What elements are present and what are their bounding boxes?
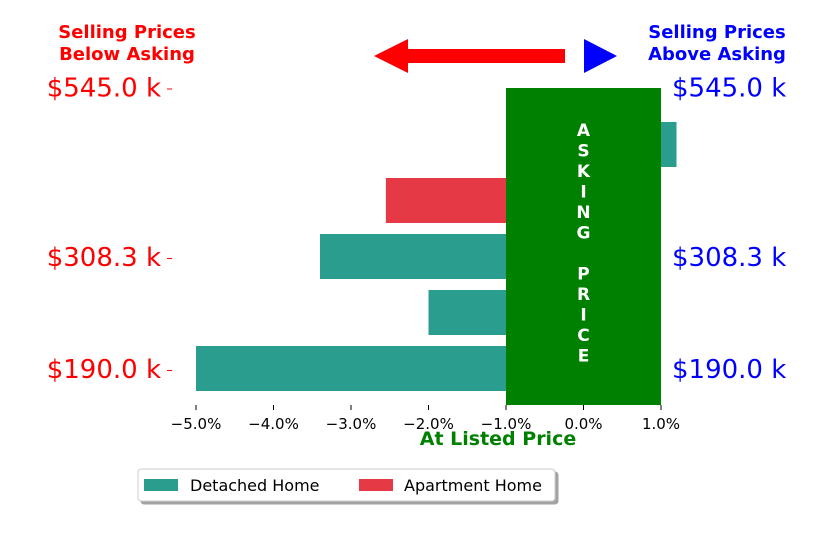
- above-asking-label-line2: Above Asking: [648, 44, 786, 65]
- x-tick-label: 0.0%: [564, 415, 602, 433]
- legend-frame: [137, 468, 556, 502]
- x-axis-label: At Listed Price: [420, 428, 576, 450]
- x-tick-label: −4.0%: [248, 415, 299, 433]
- above-asking-label-line1: Selling Prices: [648, 22, 785, 43]
- asking-band-letter: I: [580, 306, 586, 326]
- asking-price-band: [506, 88, 661, 405]
- left-price-label: $190.0 k: [47, 355, 161, 385]
- asking-band-letter: N: [576, 203, 590, 223]
- price-labels: $545.0 k $308.3 k $190.0 k $545.0 k $308.3 k…: [47, 74, 787, 386]
- asking-band-letter: G: [577, 224, 591, 244]
- x-tick-label: −1.0%: [481, 415, 532, 433]
- legend-label-apartment: Apartment Home: [404, 476, 542, 495]
- below-asking-label-line2: Below Asking: [59, 44, 195, 65]
- left-arrow-icon: [374, 39, 565, 73]
- left-price-label: $308.3 k: [47, 243, 161, 273]
- x-tick-label: −2.0%: [403, 415, 454, 433]
- asking-band-letter: C: [577, 326, 589, 346]
- x-axis: −5.0% −4.0% −3.0% −2.0% −1.0% 0.0% 1.0%: [171, 405, 680, 433]
- legend-swatch-apartment: [359, 479, 393, 491]
- right-arrow-icon: [584, 39, 617, 73]
- asking-band-letter: K: [577, 162, 591, 182]
- asking-band-letter: R: [577, 285, 590, 305]
- asking-band-letter: I: [580, 183, 586, 203]
- right-price-label: $308.3 k: [672, 243, 786, 273]
- x-tick-label: 1.0%: [642, 415, 680, 433]
- asking-band-letter: A: [577, 121, 591, 141]
- below-asking-label-line1: Selling Prices: [58, 22, 195, 43]
- right-price-label: $545.0 k: [672, 74, 786, 104]
- asking-band-layer: [506, 88, 661, 405]
- legend-label-detached: Detached Home: [190, 476, 320, 495]
- legend-swatch-detached: [144, 479, 178, 491]
- x-tick-label: −5.0%: [171, 415, 222, 433]
- asking-band-letter: E: [578, 347, 590, 367]
- asking-band-letter: S: [577, 142, 589, 162]
- left-price-label: $545.0 k: [47, 74, 161, 104]
- right-price-label: $190.0 k: [672, 355, 786, 385]
- asking-band-letter: P: [577, 265, 589, 285]
- legend: Detached Home Apartment Home: [137, 468, 556, 502]
- x-tick-label: −3.0%: [326, 415, 377, 433]
